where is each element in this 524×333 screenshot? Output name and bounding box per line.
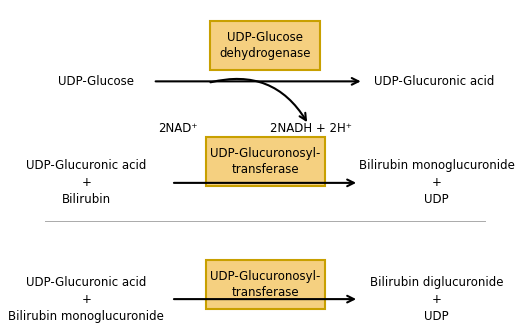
Text: UDP-Glucuronosyl-
transferase: UDP-Glucuronosyl- transferase xyxy=(210,270,320,299)
Text: UDP-Glucuronosyl-
transferase: UDP-Glucuronosyl- transferase xyxy=(210,147,320,176)
Text: Bilirubin diglucuronide
+
UDP: Bilirubin diglucuronide + UDP xyxy=(370,276,504,323)
Text: 2NAD⁺: 2NAD⁺ xyxy=(158,122,198,135)
FancyBboxPatch shape xyxy=(205,260,324,309)
Text: 2NADH + 2H⁺: 2NADH + 2H⁺ xyxy=(270,122,352,135)
FancyBboxPatch shape xyxy=(210,21,320,70)
Text: UDP-Glucuronic acid
+
Bilirubin: UDP-Glucuronic acid + Bilirubin xyxy=(26,160,147,206)
Text: Bilirubin monoglucuronide
+
UDP: Bilirubin monoglucuronide + UDP xyxy=(359,160,515,206)
Text: UDP-Glucose
dehydrogenase: UDP-Glucose dehydrogenase xyxy=(220,31,311,60)
Text: UDP-Glucuronic acid
+
Bilirubin monoglucuronide: UDP-Glucuronic acid + Bilirubin monogluc… xyxy=(8,276,165,323)
Text: UDP-Glucose: UDP-Glucose xyxy=(58,75,134,88)
Text: UDP-Glucuronic acid: UDP-Glucuronic acid xyxy=(374,75,495,88)
FancyBboxPatch shape xyxy=(205,137,324,186)
